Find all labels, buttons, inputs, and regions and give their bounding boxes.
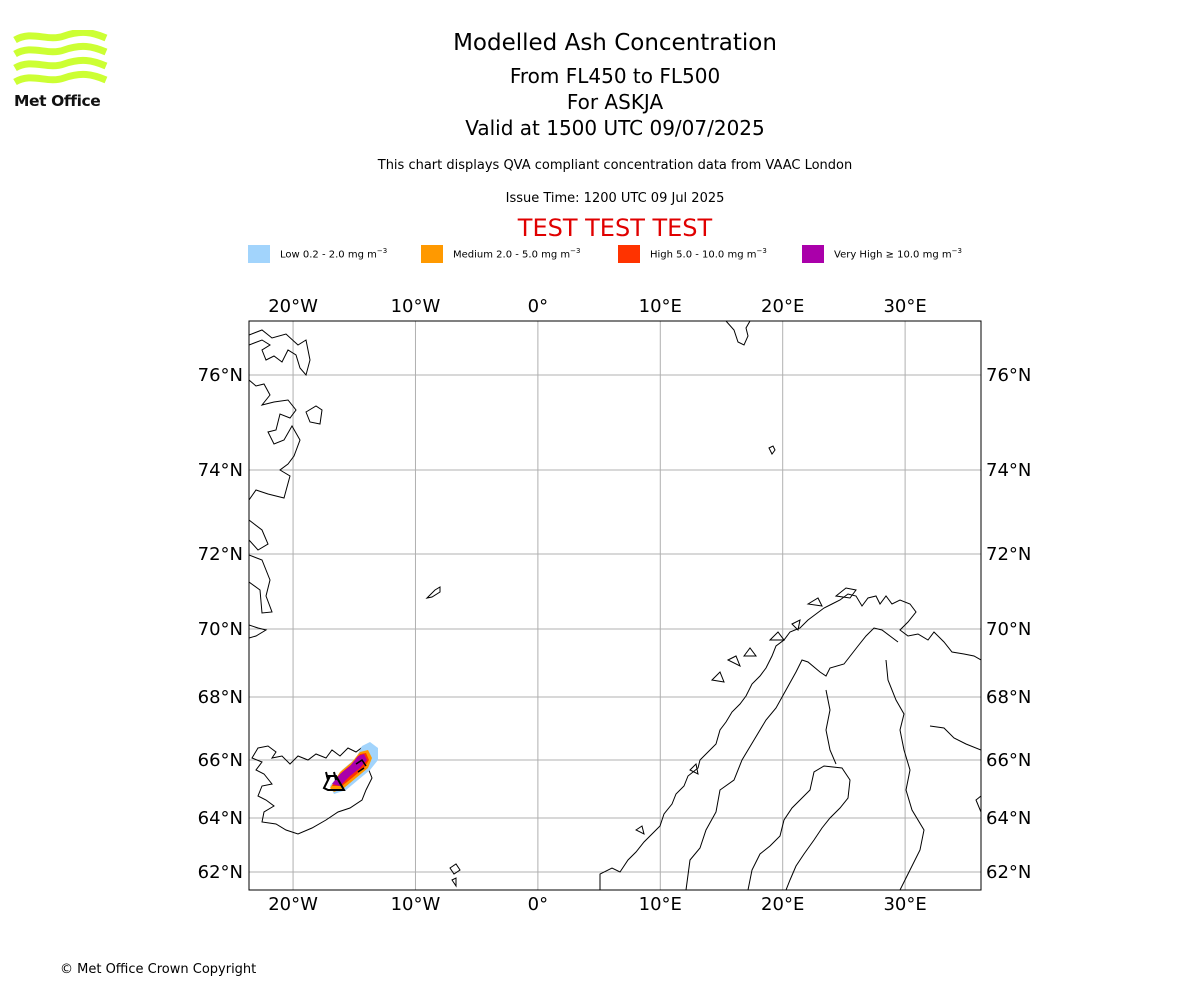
legend-item-low: Low 0.2 - 2.0 mg m−3 xyxy=(248,244,387,264)
bear-island xyxy=(768,445,776,455)
lon-tick-label-bottom: 20°E xyxy=(761,894,804,915)
met-office-logo: Met Office xyxy=(12,28,112,114)
scandinavia-coastline xyxy=(599,593,981,890)
jan-mayen xyxy=(425,586,441,599)
lon-tick-label-bottom: 0° xyxy=(528,894,548,915)
lon-tick-label-top: 30°E xyxy=(883,296,926,317)
lon-tick-label-bottom: 20°W xyxy=(268,894,318,915)
sweden-finland-border xyxy=(825,689,837,765)
lat-tick-label-left: 76°N xyxy=(198,365,243,386)
volcano-marker-icon xyxy=(355,758,367,773)
lon-tick-label-bottom: 10°W xyxy=(391,894,441,915)
legend-item-high: High 5.0 - 10.0 mg m−3 xyxy=(618,244,767,264)
finland-russia-border xyxy=(885,659,925,890)
met-office-waves-icon xyxy=(13,28,108,86)
lat-tick-label-right: 76°N xyxy=(986,365,1031,386)
legend-item-medium: Medium 2.0 - 5.0 mg m−3 xyxy=(421,244,580,264)
test-banner: TEST TEST TEST xyxy=(517,214,713,242)
lat-tick-label-right: 64°N xyxy=(986,808,1031,829)
lat-tick-label-right: 72°N xyxy=(986,544,1031,565)
kola-peninsula xyxy=(929,725,981,751)
legend-swatch-low xyxy=(248,245,270,263)
logo-text: Met Office xyxy=(14,92,101,110)
legend-label-very-high: Very High ≥ 10.0 mg m−3 xyxy=(834,247,962,261)
lat-tick-label-right: 70°N xyxy=(986,619,1031,640)
legend-item-very-high: Very High ≥ 10.0 mg m−3 xyxy=(802,244,962,264)
volcano-source-polygon xyxy=(322,771,346,791)
lon-tick-label-top: 10°E xyxy=(639,296,682,317)
lat-tick-label-right: 74°N xyxy=(986,460,1031,481)
lat-tick-label-left: 66°N xyxy=(198,750,243,771)
lon-tick-label-top: 20°E xyxy=(761,296,804,317)
gridlines xyxy=(249,321,981,890)
legend-swatch-very-high xyxy=(802,245,824,263)
volcano-name: For ASKJA xyxy=(566,90,664,114)
iceland-coastline xyxy=(251,745,373,835)
lat-tick-label-left: 68°N xyxy=(198,687,243,708)
valid-time: Valid at 1500 UTC 09/07/2025 xyxy=(465,116,765,140)
greenland-coastline xyxy=(249,329,311,639)
legend-label-low: Low 0.2 - 2.0 mg m−3 xyxy=(280,247,388,261)
lon-tick-label-bottom: 30°E xyxy=(883,894,926,915)
lat-tick-label-left: 70°N xyxy=(198,619,243,640)
ash-plume xyxy=(322,742,378,794)
issue-time: Issue Time: 1200 UTC 09 Jul 2025 xyxy=(505,191,725,206)
lon-tick-label-top: 10°W xyxy=(391,296,441,317)
lat-tick-label-left: 72°N xyxy=(198,544,243,565)
legend-swatch-high xyxy=(618,245,640,263)
svalbard-coastline xyxy=(725,321,751,346)
lat-tick-label-left: 62°N xyxy=(198,862,243,883)
lat-tick-label-left: 64°N xyxy=(198,808,243,829)
chart-subtitle: This chart displays QVA compliant concen… xyxy=(377,158,853,173)
legend-label-medium: Medium 2.0 - 5.0 mg m−3 xyxy=(453,247,581,261)
lon-tick-label-top: 20°W xyxy=(268,296,318,317)
legend-label-high: High 5.0 - 10.0 mg m−3 xyxy=(650,247,767,261)
norway-sweden-border xyxy=(685,627,899,890)
tick-labels: 20°W 20°W 10°W 10°W 0° 0° 10°E 10°E 20°E 20°E 30°E… xyxy=(198,296,1032,915)
faroe-islands xyxy=(449,863,461,888)
copyright-notice: © Met Office Crown Copyright xyxy=(60,962,257,977)
greenland-island xyxy=(305,405,323,425)
norway-islands xyxy=(635,587,857,835)
lon-tick-label-top: 0° xyxy=(528,296,548,317)
white-sea-coast xyxy=(975,795,981,813)
lat-tick-label-right: 68°N xyxy=(986,687,1031,708)
chart-title: Modelled Ash Concentration xyxy=(453,30,777,56)
flight-levels: From FL450 to FL500 xyxy=(509,64,721,88)
lon-tick-label-bottom: 10°E xyxy=(639,894,682,915)
map-frame xyxy=(248,320,982,891)
legend-swatch-medium xyxy=(421,245,443,263)
lat-tick-label-right: 62°N xyxy=(986,862,1031,883)
gulf-of-bothnia xyxy=(747,765,851,890)
lat-tick-label-left: 74°N xyxy=(198,460,243,481)
lat-tick-label-right: 66°N xyxy=(986,750,1031,771)
